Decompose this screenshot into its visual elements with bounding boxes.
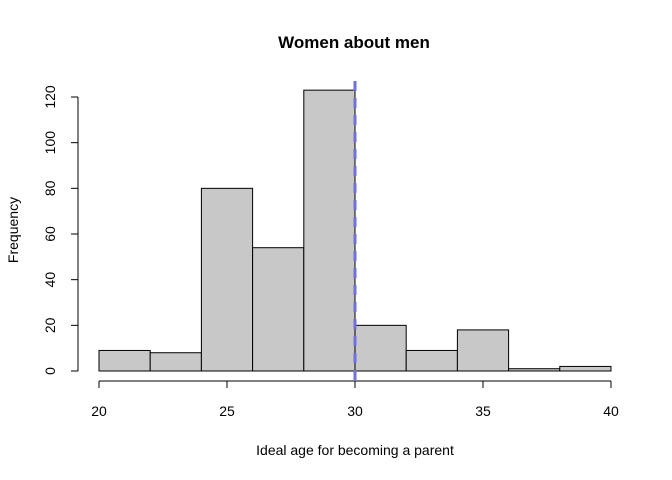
y-tick-label: 0 [42,367,58,375]
y-axis: 0 20 40 60 80 100 120 [42,85,79,375]
histogram-bar-22-24 [149,352,202,372]
histogram-bar-36-38 [508,368,561,372]
x-tick-label: 35 [475,403,491,419]
x-tick-label: 20 [91,403,107,419]
y-axis-label: Frequency [5,197,21,263]
histogram-bar-24-26 [200,187,254,372]
histogram-bar-30-32 [354,324,407,372]
y-tick-label: 20 [42,317,58,333]
x-axis-label: Ideal age for becoming a parent [256,442,454,458]
y-tick-label: 80 [42,180,58,196]
bars-group [98,89,612,372]
x-tick-label: 25 [219,403,235,419]
histogram-bar-34-36 [456,329,510,372]
histogram-bar-20-22 [98,349,151,372]
y-tick-label: 120 [42,85,58,109]
histogram-bar-28-30 [303,89,356,372]
x-tick-label: 30 [347,403,363,419]
y-tick-label: 100 [42,131,58,155]
y-tick-label: 40 [42,272,58,288]
chart-title: Women about men [278,33,430,52]
histogram-bar-38-40 [559,365,612,372]
histogram-bar-32-34 [405,349,458,372]
x-axis: 20 25 30 35 40 [91,380,619,419]
histogram-bar-26-28 [252,247,305,372]
x-tick-label: 40 [603,403,619,419]
y-tick-label: 60 [42,226,58,242]
